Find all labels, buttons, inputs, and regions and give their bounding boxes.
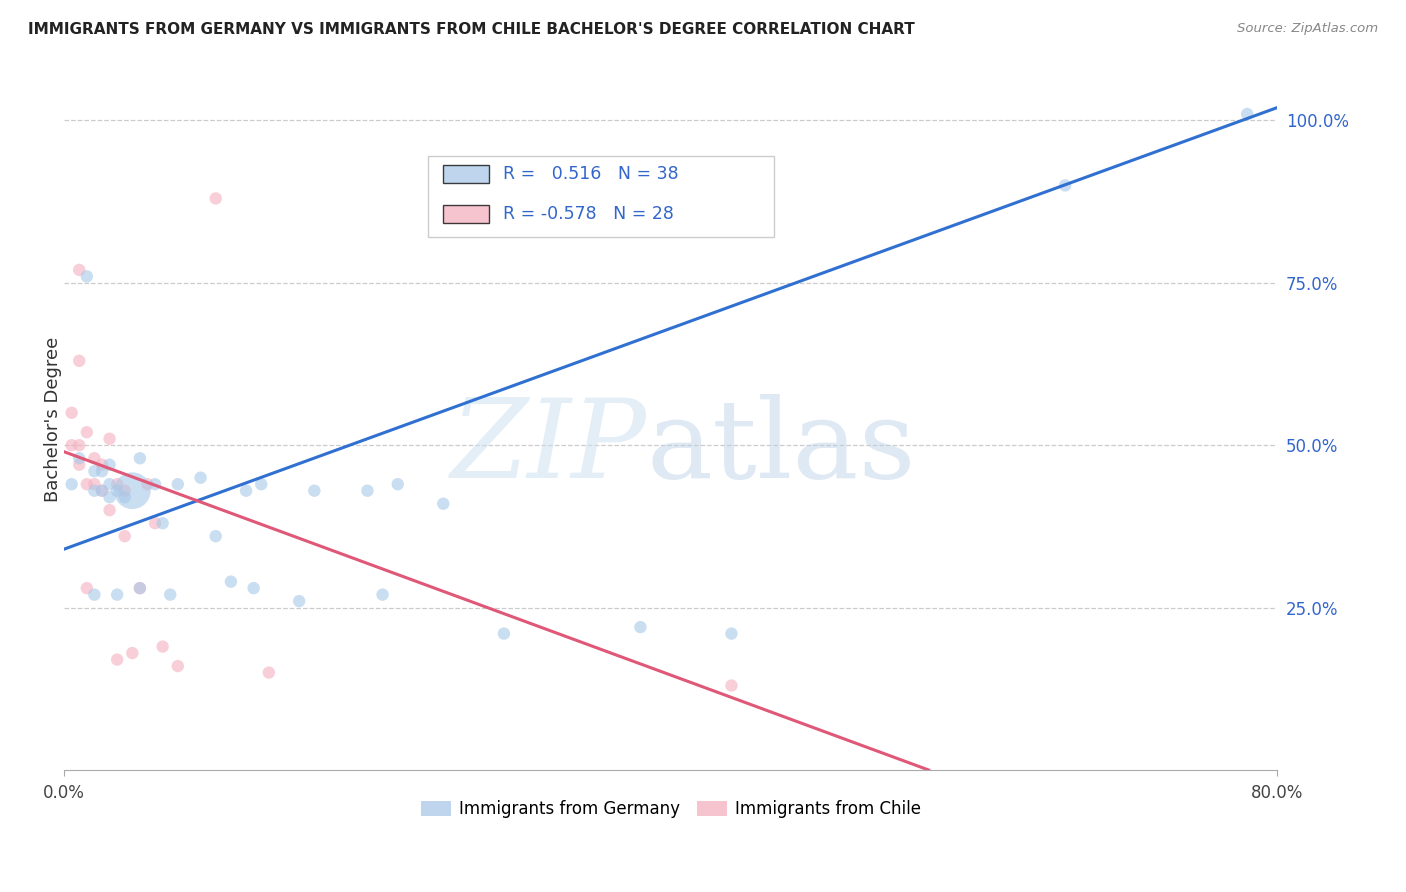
Point bbox=[371, 588, 394, 602]
Point bbox=[250, 477, 273, 491]
Point bbox=[67, 458, 90, 472]
Point bbox=[387, 477, 409, 491]
Point bbox=[257, 665, 280, 680]
Point bbox=[235, 483, 257, 498]
Point bbox=[143, 477, 166, 491]
Point bbox=[83, 483, 105, 498]
Point bbox=[83, 477, 105, 491]
Text: Source: ZipAtlas.com: Source: ZipAtlas.com bbox=[1237, 22, 1378, 36]
Point bbox=[67, 438, 90, 452]
Point bbox=[242, 581, 264, 595]
Point bbox=[304, 483, 326, 498]
FancyBboxPatch shape bbox=[427, 156, 773, 237]
Legend: Immigrants from Germany, Immigrants from Chile: Immigrants from Germany, Immigrants from… bbox=[413, 794, 928, 825]
Point bbox=[152, 516, 174, 531]
Point bbox=[166, 659, 188, 673]
Point bbox=[492, 626, 515, 640]
Point bbox=[67, 353, 90, 368]
Point bbox=[91, 464, 114, 478]
Point bbox=[60, 477, 83, 491]
Point bbox=[76, 269, 98, 284]
Point bbox=[98, 503, 121, 517]
FancyBboxPatch shape bbox=[443, 204, 489, 223]
Point bbox=[98, 458, 121, 472]
Point bbox=[114, 483, 136, 498]
Point bbox=[76, 581, 98, 595]
Point bbox=[98, 490, 121, 504]
Text: IMMIGRANTS FROM GERMANY VS IMMIGRANTS FROM CHILE BACHELOR'S DEGREE CORRELATION C: IMMIGRANTS FROM GERMANY VS IMMIGRANTS FR… bbox=[28, 22, 915, 37]
Point bbox=[67, 263, 90, 277]
Point bbox=[219, 574, 242, 589]
Text: atlas: atlas bbox=[647, 393, 917, 500]
Point bbox=[83, 588, 105, 602]
Point bbox=[121, 646, 143, 660]
Point bbox=[105, 652, 128, 666]
Point bbox=[356, 483, 378, 498]
Point bbox=[67, 451, 90, 466]
Point bbox=[1054, 178, 1077, 193]
Point bbox=[83, 451, 105, 466]
Point bbox=[166, 477, 188, 491]
FancyBboxPatch shape bbox=[443, 165, 489, 183]
Text: ZIP: ZIP bbox=[451, 393, 647, 501]
Point bbox=[143, 516, 166, 531]
Y-axis label: Bachelor's Degree: Bachelor's Degree bbox=[44, 336, 62, 502]
Text: R = -0.578   N = 28: R = -0.578 N = 28 bbox=[503, 205, 675, 223]
Point bbox=[98, 477, 121, 491]
Point bbox=[128, 581, 150, 595]
Point bbox=[128, 581, 150, 595]
Point bbox=[91, 458, 114, 472]
Point bbox=[136, 477, 159, 491]
Point bbox=[121, 483, 143, 498]
Point bbox=[432, 497, 454, 511]
Point bbox=[105, 483, 128, 498]
Point bbox=[190, 471, 212, 485]
Point bbox=[114, 529, 136, 543]
Point bbox=[114, 490, 136, 504]
Point bbox=[105, 477, 128, 491]
Point bbox=[1236, 107, 1258, 121]
Point bbox=[91, 483, 114, 498]
Point bbox=[76, 425, 98, 440]
Point bbox=[152, 640, 174, 654]
Point bbox=[720, 626, 742, 640]
Point bbox=[128, 451, 150, 466]
Point bbox=[720, 679, 742, 693]
Point bbox=[105, 588, 128, 602]
Point bbox=[60, 438, 83, 452]
Point bbox=[91, 483, 114, 498]
Point bbox=[630, 620, 652, 634]
Point bbox=[76, 477, 98, 491]
Point bbox=[204, 529, 226, 543]
Point bbox=[288, 594, 311, 608]
Point bbox=[159, 588, 181, 602]
Text: R =   0.516   N = 38: R = 0.516 N = 38 bbox=[503, 165, 679, 183]
Point bbox=[204, 191, 226, 205]
Point bbox=[60, 406, 83, 420]
Point bbox=[83, 464, 105, 478]
Point bbox=[98, 432, 121, 446]
